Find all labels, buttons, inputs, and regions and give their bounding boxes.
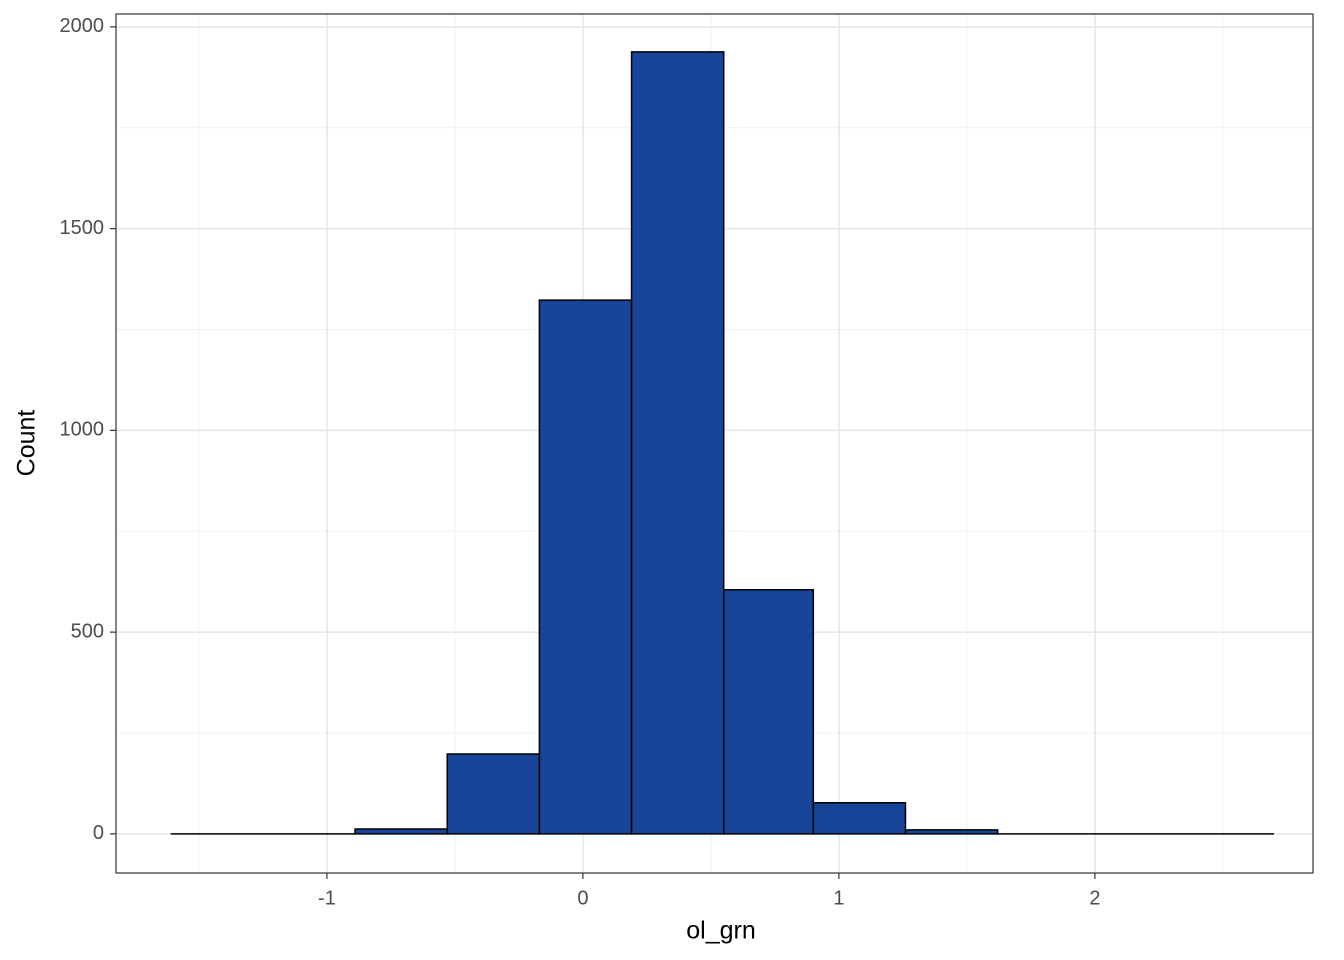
x-tick-label: 2: [1089, 887, 1100, 909]
histogram-bar: [812, 802, 907, 835]
y-tick-label: 1000: [60, 419, 105, 441]
histogram-bar: [354, 828, 448, 835]
x-tick-label: 0: [577, 887, 588, 909]
panel-border: [115, 13, 1314, 874]
y-tick-label: 500: [71, 620, 104, 642]
y-axis-title: Count: [13, 410, 41, 477]
histogram-bar: [538, 299, 633, 835]
y-tick-label: 0: [93, 822, 104, 844]
histogram-bar: [630, 51, 725, 835]
y-tick-label: 1500: [60, 217, 105, 239]
x-tick-label: -1: [318, 887, 336, 909]
histogram-bar: [446, 753, 541, 835]
x-axis-title: ol_grn: [686, 917, 756, 945]
y-tick-label: 2000: [60, 15, 105, 37]
x-tick-label: 1: [833, 887, 844, 909]
histogram-bar: [722, 589, 815, 835]
histogram-bar: [904, 829, 999, 835]
